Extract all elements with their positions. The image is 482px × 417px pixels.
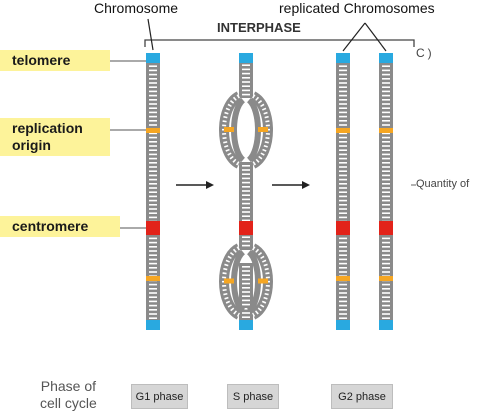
s-phase-bubble-inner-1 [231,97,261,163]
g1-phase-box: G1 phase [131,384,188,409]
bracket-fragment-text: C) [416,46,435,60]
s-phase-origin-right-1 [258,127,268,132]
g2-phase-box: G2 phase [331,384,393,409]
g2-chromatid-right-telomere-top [379,53,393,63]
replicated-chromosomes-title: replicated Chromosomes [279,0,435,16]
g2-chromatid-left-telomere-bottom [336,320,350,330]
replicated-pointer-right [364,22,387,52]
s-phase-chromosome [219,53,273,330]
g2-chromatid-right-origin-1 [379,128,393,133]
g2-chromatid-left-telomere-top [336,53,350,63]
g2-chromatid-right [379,53,393,330]
centromere-label-text: centromere [12,218,89,234]
phase-caption: Phase of cell cycle [40,378,97,412]
g1-chromosome-centromere [146,221,160,235]
g1-chromosome-origin-2 [146,276,160,281]
replication-label-line2: origin [12,137,51,153]
g2-chromatid-left-centromere [336,221,350,235]
replication-origin-label: replication origin [0,118,110,156]
s-phase-box: S phase [227,384,279,409]
s-phase-origin-left-2 [224,278,234,284]
s-phase-centromere [239,221,253,235]
g2-chromatid-left [336,53,350,330]
g2-chromatid-left-origin-2 [336,276,350,281]
quantity-label: Quantity of [416,178,470,190]
s-phase-telomere-bottom [239,320,253,330]
g1-chromosome-telomere-top [146,53,160,63]
chromosome-title: Chromosome [94,0,179,16]
g2-chromatid-right-origin-2 [379,276,393,281]
g1-chromosome [146,53,160,330]
interphase-label: INTERPHASE [217,20,301,35]
telomere-label: telomere [0,50,110,71]
phase-caption-line2: cell cycle [40,395,97,411]
g2-chromatid-right-telomere-bottom [379,320,393,330]
telomere-label-text: telomere [12,52,71,68]
centromere-label: centromere [0,216,120,237]
g2-chromatid-left-origin-1 [336,128,350,133]
s-phase-telomere-top [239,53,253,63]
g1-chromosome-telomere-bottom [146,320,160,330]
phase-caption-line1: Phase of [40,378,97,394]
s-phase-origin-left-1 [224,127,234,132]
replication-label-line1: replication [12,120,83,136]
g2-chromatid-right-centromere [379,221,393,235]
arrow-s-to-g2-head [302,181,310,189]
replicated-pointer-left [342,22,366,52]
chromosome-pointer [147,18,154,51]
interphase-bracket [144,39,415,47]
g1-chromosome-origin-1 [146,128,160,133]
arrow-g1-to-s-head [206,181,214,189]
s-phase-origin-right-2 [258,278,268,284]
s-phase-bubble-inner-2 [231,249,261,314]
